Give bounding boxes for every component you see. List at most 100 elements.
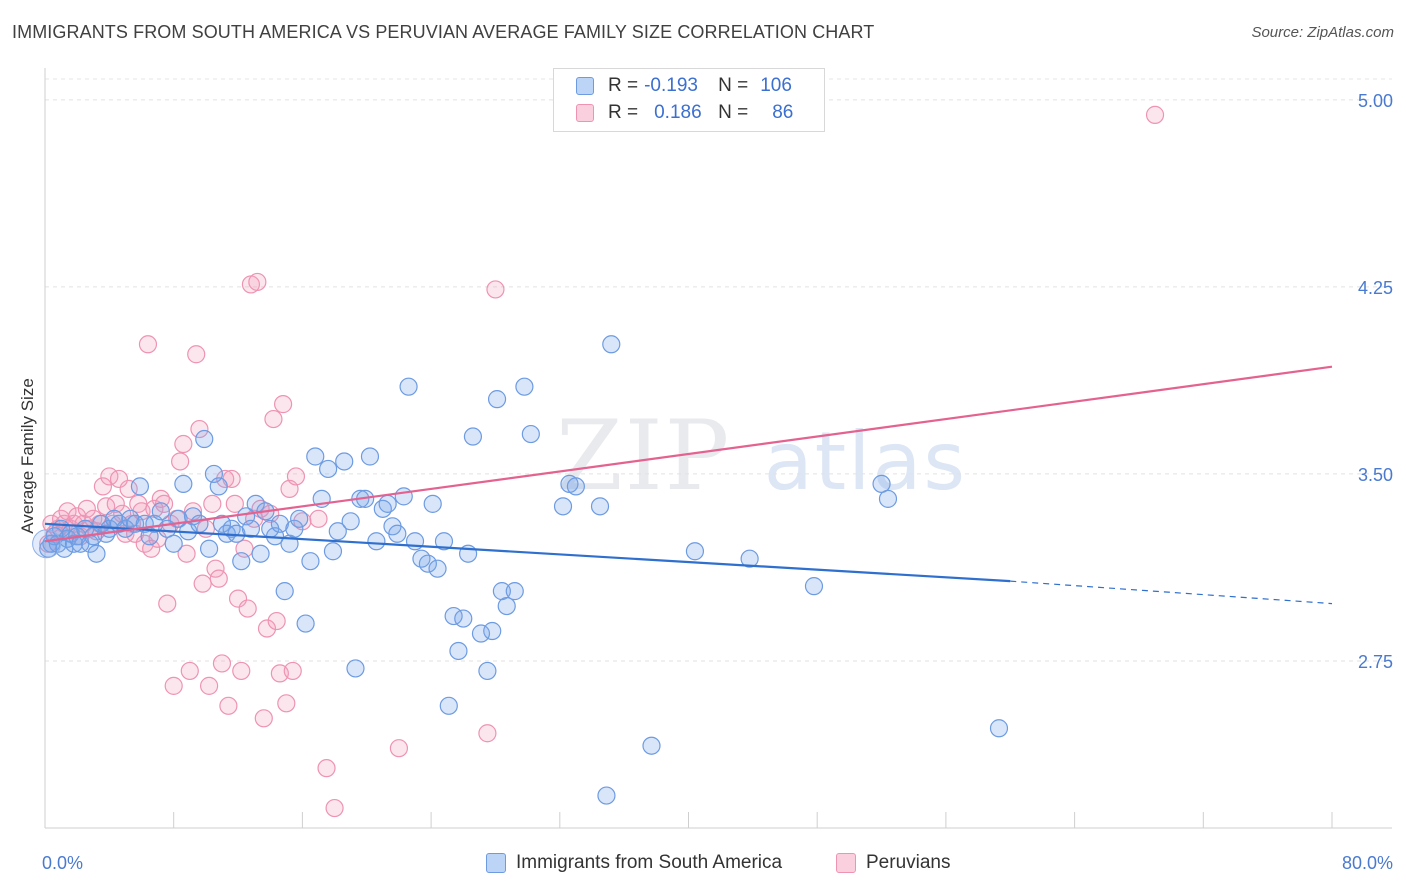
- peruvian-point: [264, 409, 283, 429]
- peruvian-point: [277, 694, 296, 713]
- peruvian-point: [203, 494, 222, 513]
- south-america-point: [423, 494, 442, 513]
- gridlines: [45, 78, 1392, 662]
- watermark: ZIP atlas: [556, 400, 967, 512]
- south-america-point: [306, 447, 325, 466]
- peruvian-point: [219, 696, 238, 715]
- south-america-point: [878, 489, 898, 508]
- south-america-point: [463, 427, 483, 446]
- peruvian-point: [151, 489, 170, 508]
- legend-swatch-blue: [576, 77, 594, 95]
- south-america-point: [174, 474, 193, 494]
- peruvian-point: [199, 676, 219, 695]
- south-america-point: [378, 494, 397, 513]
- peruvian-point: [193, 574, 212, 593]
- south-america-point: [164, 534, 183, 553]
- peruvian-point: [109, 469, 129, 489]
- peruvian-point: [225, 494, 244, 513]
- south-america-point: [388, 524, 407, 543]
- legend-n-value: 86: [772, 102, 794, 123]
- south-america-point: [346, 659, 365, 678]
- south-america-point: [275, 582, 294, 601]
- peruvian-point: [209, 569, 228, 588]
- peruvian-point: [187, 345, 206, 364]
- south-america-point: [804, 577, 824, 596]
- south-america-point: [251, 544, 270, 563]
- peruvian-point: [171, 452, 190, 471]
- south-america-point: [319, 459, 338, 479]
- peruvian-point: [267, 611, 286, 631]
- south-america-point: [590, 497, 610, 516]
- legend-row-south-america: R = -0.193 N = 106: [576, 73, 792, 99]
- south-america-trend-extension: [1010, 580, 1333, 605]
- south-america-point: [341, 512, 360, 531]
- peruvian-point: [486, 280, 505, 299]
- south-america-point: [418, 554, 437, 573]
- peruvian-point: [158, 594, 177, 613]
- south-america-point: [428, 559, 447, 578]
- south-america-point: [195, 429, 214, 449]
- south-america-point: [323, 542, 343, 561]
- peruvian-point: [283, 661, 302, 681]
- peruvian-point: [273, 395, 293, 414]
- south-america-point: [290, 509, 309, 528]
- peruvian-point: [286, 467, 306, 486]
- peruvian-point: [238, 599, 257, 618]
- south-america-point: [367, 532, 386, 551]
- south-america-point: [521, 424, 540, 444]
- south-america-point: [602, 335, 621, 354]
- correlation-legend: R = -0.193 N = 106 R = 0.186 N = 86: [553, 68, 825, 132]
- axis-labels: 2.75 3.50 4.25 5.00 0.0% 80.0% Average Family …: [18, 91, 1393, 873]
- south-america-points: [32, 335, 1009, 805]
- south-america-point: [439, 696, 458, 715]
- south-america-point: [285, 519, 304, 538]
- south-america-point: [478, 661, 497, 681]
- peruvian-trend-line: [44, 365, 1333, 543]
- legend-r-value: -0.193: [644, 75, 698, 96]
- peruvian-point: [119, 479, 138, 498]
- peruvian-point: [478, 724, 497, 743]
- watermark-zip: ZIP: [556, 400, 732, 512]
- legend-n-label: N =: [718, 102, 749, 123]
- south-america-point: [449, 641, 468, 661]
- south-america-point: [399, 377, 418, 396]
- south-america-point: [872, 474, 891, 494]
- south-america-point: [212, 514, 232, 533]
- south-america-point: [434, 532, 454, 551]
- axes: [44, 68, 1392, 829]
- x-tick-label-min: 0.0%: [42, 853, 83, 873]
- peruvian-point: [106, 494, 125, 513]
- y-tick-label: 4.25: [1358, 278, 1393, 298]
- bottom-legend-peruvians: Peruvians: [836, 852, 951, 874]
- legend-r-value: 0.186: [654, 102, 702, 123]
- y-tick-label: 2.75: [1358, 652, 1393, 672]
- legend-n-label: N =: [718, 75, 749, 96]
- peruvian-point: [254, 709, 273, 728]
- peruvians-points: [39, 105, 1165, 818]
- peruvian-point: [174, 434, 193, 454]
- peruvian-point: [325, 798, 344, 818]
- peruvian-point: [257, 619, 277, 638]
- south-america-point: [566, 477, 585, 496]
- chart-title: IMMIGRANTS FROM SOUTH AMERICA VS PERUVIA…: [12, 22, 875, 42]
- south-america-point: [241, 519, 261, 538]
- peruvian-point: [317, 759, 336, 778]
- south-america-point: [190, 514, 209, 533]
- legend-r-label: R =: [608, 75, 639, 96]
- south-america-point: [685, 542, 705, 561]
- legend-swatch-pink: [576, 104, 594, 122]
- trend-lines: [44, 365, 1333, 605]
- south-america-point: [642, 736, 661, 755]
- bottom-legend-label: Peruvians: [866, 852, 951, 873]
- peruvian-point: [248, 272, 267, 292]
- source-attribution: Source: ZipAtlas.com: [1251, 24, 1394, 41]
- y-axis-label: Average Family Size: [18, 378, 37, 534]
- peruvian-point: [1145, 105, 1165, 124]
- south-america-trend-line: [44, 522, 1011, 583]
- south-america-point: [209, 477, 228, 496]
- peruvian-point: [389, 739, 409, 758]
- legend-row-peruvians: R = 0.186 N = 86: [576, 100, 793, 126]
- peruvian-point: [177, 544, 196, 563]
- south-america-point: [360, 447, 380, 466]
